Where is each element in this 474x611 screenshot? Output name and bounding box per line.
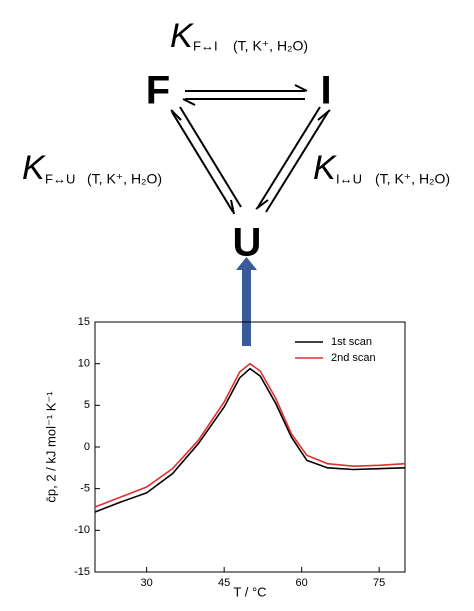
arrow-head [255, 199, 269, 210]
rate-conditions: (T, K⁺, H₂O) [375, 171, 450, 187]
x-tick-label: 45 [218, 577, 230, 589]
link-arrow [242, 268, 251, 346]
rate-symbol: K [313, 149, 337, 187]
node: U [233, 221, 262, 265]
series-line [94, 362, 406, 508]
x-tick-label: 60 [296, 577, 308, 589]
node: F [146, 69, 170, 113]
y-tick-label: 0 [84, 441, 90, 453]
x-tick-label: 30 [141, 577, 153, 589]
x-axis-label: T / °C [233, 584, 266, 599]
arrow-head [230, 199, 235, 215]
legend-label: 2nd scan [331, 352, 376, 364]
y-tick-label: 5 [84, 399, 90, 411]
arrow-head [317, 109, 331, 121]
rate-subscript: F↔I [193, 38, 218, 53]
arrow-line [257, 106, 321, 208]
y-axis-label: c̄p, 2 / kJ mol⁻¹ K⁻¹ [43, 391, 58, 503]
rate-subscript: I↔U [336, 171, 362, 186]
y-tick-label: -5 [80, 483, 90, 495]
rate-conditions: (T, K⁺, H₂O) [233, 38, 308, 54]
rate-symbol: K [170, 17, 194, 55]
scheme [170, 84, 331, 215]
series-line [94, 367, 406, 513]
x-tick-label: 75 [373, 577, 385, 589]
arrow-head [182, 98, 196, 106]
plot: -15 -10 -5 0 5 10 15 30 45 60 75 1st scan 2nd scan [74, 316, 406, 589]
node: I [320, 69, 331, 113]
arrow-line [179, 106, 242, 208]
link-arrow-head [236, 257, 257, 270]
arrow-head [294, 84, 308, 92]
rate-subscript: F↔U [45, 171, 75, 186]
legend-label: 1st scan [331, 336, 372, 348]
y-tick-label: 10 [78, 358, 90, 370]
arrow-line [265, 111, 329, 213]
rate-labels: K F↔I (T, K⁺, H₂O) K F↔U (T, K⁺, H₂O) K … [22, 17, 450, 187]
y-tick-label: -10 [74, 524, 90, 536]
arrow-head [170, 109, 182, 121]
rate-symbol: K [22, 149, 46, 187]
y-tick-label: 15 [78, 316, 90, 328]
y-tick-label: -15 [74, 566, 90, 578]
arrow-line [171, 111, 234, 213]
rate-conditions: (T, K⁺, H₂O) [87, 171, 162, 187]
